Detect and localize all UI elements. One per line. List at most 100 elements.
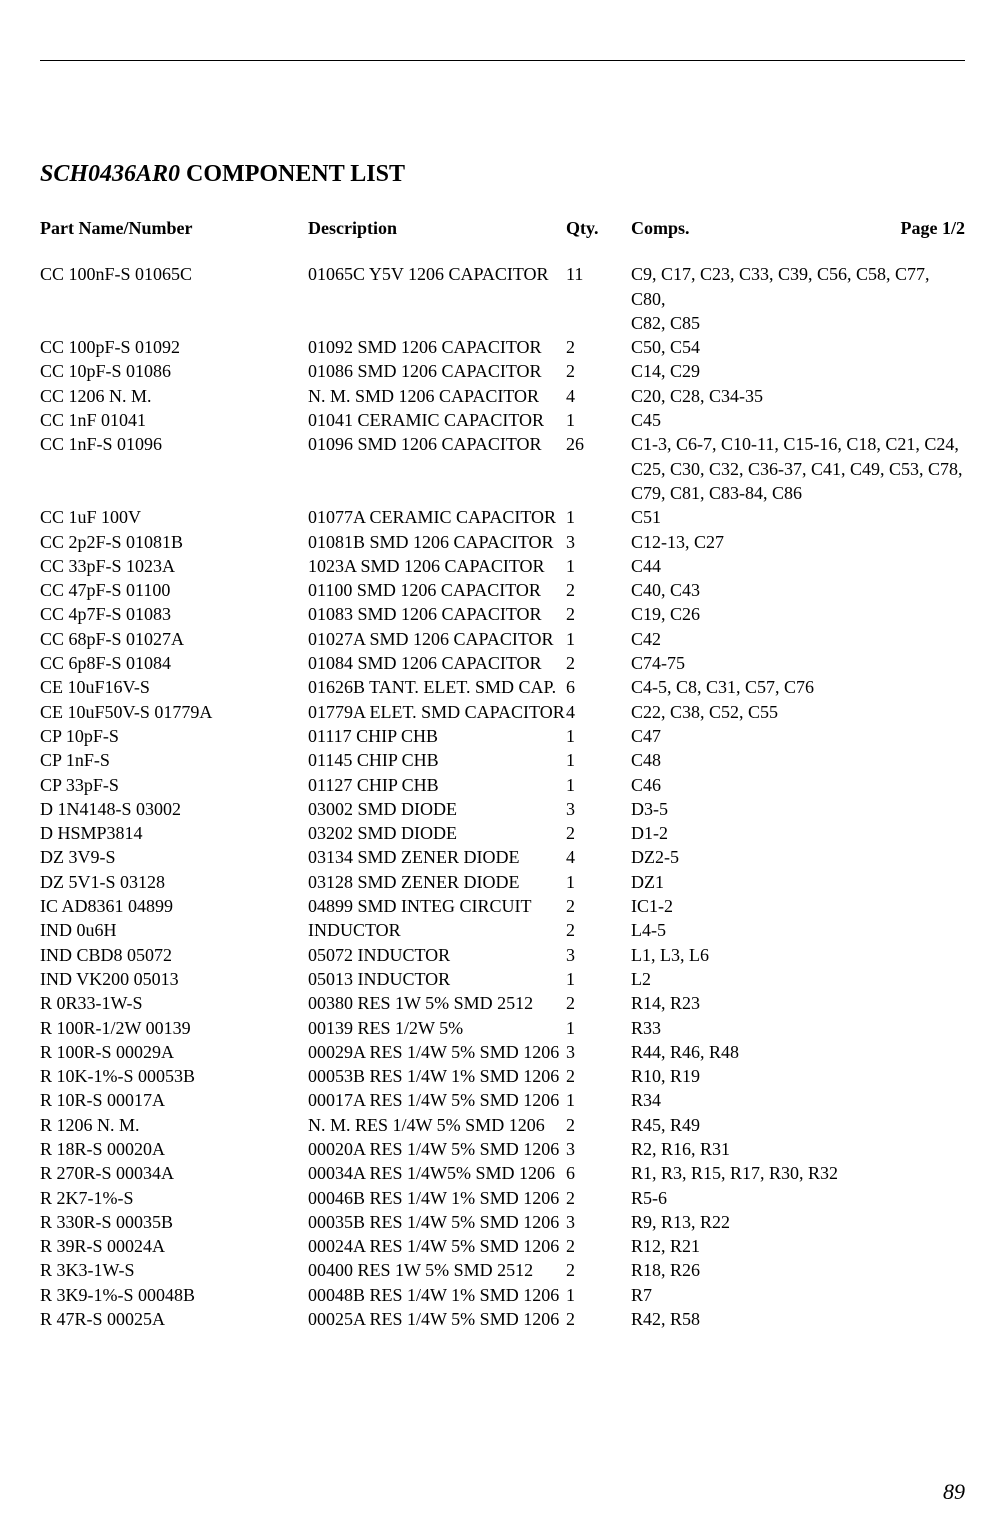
cell-comp: R18, R26 [631,1258,965,1282]
cell-part: CP 33pF-S [40,773,308,797]
cell-desc: 01083 SMD 1206 CAPACITOR [308,602,566,626]
table-header-row: Part Name/Number Description Qty. Comps.… [40,216,965,240]
title-rest: COMPONENT LIST [180,161,405,187]
header-page-indicator: Page 1/2 [901,216,966,240]
cell-part: R 270R-S 00034A [40,1161,308,1185]
cell-comp: C19, C26 [631,602,965,626]
cell-desc: 03202 SMD DIODE [308,821,566,845]
page-number: 89 [943,1479,965,1505]
cell-comp: R14, R23 [631,991,965,1015]
cell-comp: R45, R49 [631,1113,965,1137]
table-row: R 330R-S 00035B00035B RES 1/4W 5% SMD 12… [40,1210,965,1234]
cell-desc: 00017A RES 1/4W 5% SMD 1206 [308,1088,566,1112]
cell-qty: 2 [566,991,631,1015]
cell-part [40,481,308,505]
table-row: R 0R33-1W-S00380 RES 1W 5% SMD 25122R14,… [40,991,965,1015]
cell-comp: C14, C29 [631,359,965,383]
cell-desc: 01145 CHIP CHB [308,748,566,772]
cell-qty: 1 [566,1088,631,1112]
cell-qty [566,481,631,505]
cell-desc: 01100 SMD 1206 CAPACITOR [308,578,566,602]
table-row: CC 1nF-S 0109601096 SMD 1206 CAPACITOR26… [40,432,965,456]
cell-desc: 1023A SMD 1206 CAPACITOR [308,554,566,578]
cell-desc: 00020A RES 1/4W 5% SMD 1206 [308,1137,566,1161]
cell-qty: 26 [566,432,631,456]
cell-part: CC 10pF-S 01086 [40,359,308,383]
table-row: R 47R-S 00025A00025A RES 1/4W 5% SMD 120… [40,1307,965,1331]
cell-part: R 100R-1/2W 00139 [40,1016,308,1040]
cell-comp: C79, C81, C83-84, C86 [631,481,965,505]
cell-comp: R34 [631,1088,965,1112]
cell-qty [566,311,631,335]
table-row: CC 10pF-S 0108601086 SMD 1206 CAPACITOR2… [40,359,965,383]
cell-qty: 2 [566,1307,631,1331]
cell-desc: 03002 SMD DIODE [308,797,566,821]
cell-comp: C44 [631,554,965,578]
header-desc: Description [308,216,566,240]
table-row: CC 33pF-S 1023A1023A SMD 1206 CAPACITOR1… [40,554,965,578]
cell-qty: 2 [566,1258,631,1282]
table-row: D 1N4148-S 0300203002 SMD DIODE3D3-5 [40,797,965,821]
cell-desc [308,311,566,335]
cell-desc: 04899 SMD INTEG CIRCUIT [308,894,566,918]
cell-comp: C45 [631,408,965,432]
table-row: R 270R-S 00034A00034A RES 1/4W5% SMD 120… [40,1161,965,1185]
cell-desc: 00025A RES 1/4W 5% SMD 1206 [308,1307,566,1331]
cell-comp: DZ2-5 [631,845,965,869]
table-row: DZ 5V1-S 0312803128 SMD ZENER DIODE1DZ1 [40,870,965,894]
table-row: CE 10uF16V-S01626B TANT. ELET. SMD CAP.6… [40,675,965,699]
table-row: R 18R-S 00020A00020A RES 1/4W 5% SMD 120… [40,1137,965,1161]
cell-desc: INDUCTOR [308,918,566,942]
cell-qty: 4 [566,845,631,869]
cell-comp: C22, C38, C52, C55 [631,700,965,724]
cell-comp: R5-6 [631,1186,965,1210]
cell-comp: C12-13, C27 [631,530,965,554]
cell-qty: 2 [566,335,631,359]
cell-comp: L4-5 [631,918,965,942]
cell-desc: 00029A RES 1/4W 5% SMD 1206 [308,1040,566,1064]
cell-desc: 00380 RES 1W 5% SMD 2512 [308,991,566,1015]
cell-qty: 1 [566,748,631,772]
cell-part: IND VK200 05013 [40,967,308,991]
cell-part: R 10K-1%-S 00053B [40,1064,308,1088]
cell-qty: 2 [566,1186,631,1210]
cell-desc: 05072 INDUCTOR [308,943,566,967]
cell-qty: 3 [566,1137,631,1161]
table-row: CC 6p8F-S 0108401084 SMD 1206 CAPACITOR2… [40,651,965,675]
cell-part: IC AD8361 04899 [40,894,308,918]
header-part: Part Name/Number [40,216,308,240]
cell-qty: 3 [566,943,631,967]
cell-part: CC 100nF-S 01065C [40,262,308,311]
table-row: CC 1uF 100V01077A CERAMIC CAPACITOR1C51 [40,505,965,529]
cell-comp: IC1-2 [631,894,965,918]
cell-desc [308,481,566,505]
table-body: CC 100nF-S 01065C01065C Y5V 1206 CAPACIT… [40,262,965,1331]
table-row: R 39R-S 00024A00024A RES 1/4W 5% SMD 120… [40,1234,965,1258]
title-italic: SCH0436AR0 [40,161,180,187]
cell-comp: R10, R19 [631,1064,965,1088]
cell-comp: C4-5, C8, C31, C57, C76 [631,675,965,699]
table-row: IND VK200 0501305013 INDUCTOR1L2 [40,967,965,991]
cell-qty: 2 [566,602,631,626]
cell-desc: 05013 INDUCTOR [308,967,566,991]
table-row: R 1206 N. M.N. M. RES 1/4W 5% SMD 12062R… [40,1113,965,1137]
cell-desc: 01027A SMD 1206 CAPACITOR [308,627,566,651]
cell-comp: L2 [631,967,965,991]
cell-qty: 1 [566,724,631,748]
cell-comp: C20, C28, C34-35 [631,384,965,408]
cell-part: CP 1nF-S [40,748,308,772]
cell-comp: C1-3, C6-7, C10-11, C15-16, C18, C21, C2… [631,432,965,456]
cell-desc: N. M. SMD 1206 CAPACITOR [308,384,566,408]
table-row: CC 100pF-S 0109201092 SMD 1206 CAPACITOR… [40,335,965,359]
table-row: CP 10pF-S01117 CHIP CHB1C47 [40,724,965,748]
cell-comp: C48 [631,748,965,772]
cell-part: CC 47pF-S 01100 [40,578,308,602]
cell-part: CC 6p8F-S 01084 [40,651,308,675]
cell-qty: 3 [566,1210,631,1234]
cell-qty: 1 [566,967,631,991]
top-rule [40,60,965,61]
table-row: IND 0u6HINDUCTOR2L4-5 [40,918,965,942]
cell-part: CC 1nF 01041 [40,408,308,432]
cell-part: DZ 5V1-S 03128 [40,870,308,894]
cell-desc: N. M. RES 1/4W 5% SMD 1206 [308,1113,566,1137]
